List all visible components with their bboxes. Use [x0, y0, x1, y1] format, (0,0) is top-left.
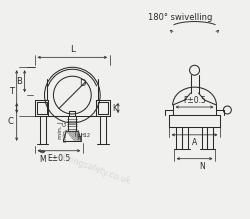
Text: liftingsafety.co.uk: liftingsafety.co.uk — [59, 153, 131, 186]
Text: F±0.5: F±0.5 — [182, 96, 205, 105]
Text: min. G: min. G — [63, 121, 68, 142]
Text: M: M — [39, 155, 46, 164]
Text: E±0.5: E±0.5 — [47, 154, 70, 163]
Text: min. J: min. J — [58, 121, 63, 139]
Text: D: D — [79, 79, 86, 88]
Text: C: C — [8, 117, 14, 126]
Text: B: B — [16, 77, 22, 86]
Text: 180° swivelling: 180° swivelling — [147, 13, 212, 22]
Text: L: L — [70, 45, 74, 54]
Text: T: T — [9, 87, 14, 96]
Text: A: A — [191, 138, 196, 147]
Text: K: K — [112, 104, 116, 113]
Text: N: N — [199, 162, 204, 171]
Text: H: H — [76, 133, 82, 142]
Text: H12: H12 — [80, 133, 90, 138]
